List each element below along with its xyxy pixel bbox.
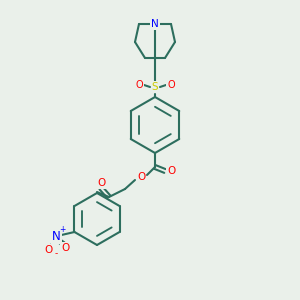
Text: O: O (44, 245, 52, 255)
Text: S: S (152, 82, 158, 92)
Text: O: O (61, 243, 70, 253)
Text: O: O (167, 80, 175, 90)
Text: O: O (137, 172, 145, 182)
Text: N: N (52, 230, 61, 242)
Text: N: N (151, 19, 159, 29)
Text: -: - (55, 250, 58, 259)
Text: O: O (97, 178, 105, 188)
Text: O: O (167, 166, 175, 176)
Text: O: O (135, 80, 143, 90)
Text: +: + (59, 226, 66, 235)
